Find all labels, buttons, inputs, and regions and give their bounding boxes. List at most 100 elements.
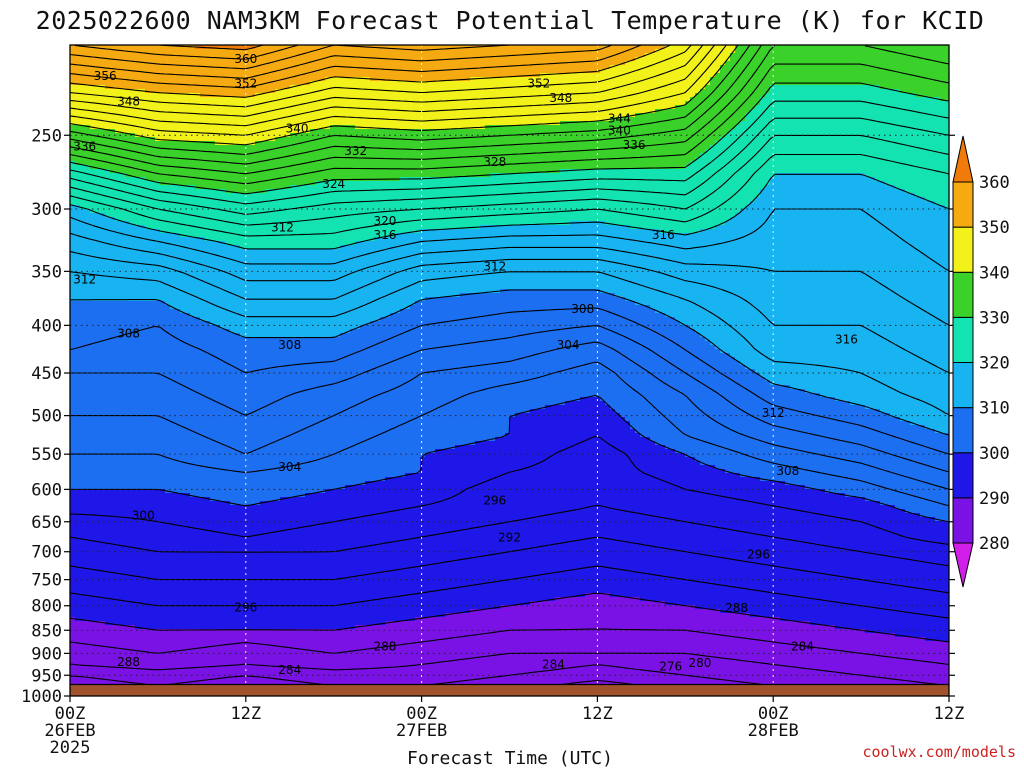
field-cell bbox=[445, 69, 451, 74]
field-cell bbox=[350, 97, 356, 102]
field-cell bbox=[665, 49, 671, 54]
field-cell bbox=[685, 53, 691, 58]
field-cell bbox=[335, 157, 341, 162]
field-cell bbox=[645, 77, 651, 82]
field-cell bbox=[400, 45, 406, 50]
field-cell bbox=[545, 125, 551, 130]
field-cell bbox=[600, 113, 606, 118]
field-cell bbox=[930, 49, 936, 54]
field-cell bbox=[665, 73, 671, 78]
field-cell bbox=[510, 137, 516, 142]
field-cell bbox=[900, 97, 906, 102]
field-cell bbox=[580, 89, 586, 94]
field-cell bbox=[885, 129, 891, 134]
field-cell bbox=[440, 73, 446, 78]
field-cell bbox=[170, 133, 176, 138]
field-cell bbox=[435, 141, 441, 146]
field-cell bbox=[600, 65, 606, 70]
field-cell bbox=[710, 121, 716, 126]
field-cell bbox=[315, 105, 321, 110]
field-cell bbox=[120, 153, 126, 158]
field-cell bbox=[780, 45, 786, 50]
field-cell bbox=[125, 133, 131, 138]
field-cell bbox=[830, 53, 836, 58]
field-cell bbox=[105, 97, 111, 102]
field-cell bbox=[615, 153, 621, 158]
field-cell bbox=[185, 49, 191, 54]
field-cell bbox=[135, 125, 141, 130]
field-cell bbox=[190, 81, 196, 86]
field-cell bbox=[830, 65, 836, 70]
field-cell bbox=[610, 81, 616, 86]
field-cell bbox=[130, 101, 136, 106]
field-cell bbox=[305, 85, 311, 90]
field-cell bbox=[780, 129, 786, 134]
field-cell bbox=[105, 73, 111, 78]
field-cell bbox=[925, 149, 931, 154]
field-cell bbox=[300, 93, 306, 98]
field-cell bbox=[750, 53, 756, 58]
field-cell bbox=[835, 121, 841, 126]
field-cell bbox=[740, 141, 746, 146]
field-cell bbox=[490, 69, 496, 74]
field-cell bbox=[495, 93, 501, 98]
field-cell bbox=[570, 141, 576, 146]
field-cell bbox=[255, 101, 261, 106]
field-cell bbox=[275, 65, 281, 70]
field-cell bbox=[145, 45, 151, 50]
field-cell bbox=[565, 69, 571, 74]
field-cell bbox=[150, 73, 156, 78]
field-cell bbox=[900, 69, 906, 74]
field-cell bbox=[825, 125, 831, 130]
field-cell bbox=[535, 57, 541, 62]
field-cell bbox=[675, 105, 681, 110]
field-cell bbox=[535, 85, 541, 90]
field-cell bbox=[85, 125, 91, 130]
field-cell bbox=[205, 97, 211, 102]
field-cell bbox=[245, 105, 251, 110]
field-cell bbox=[205, 117, 211, 122]
field-cell bbox=[235, 157, 241, 162]
field-cell bbox=[410, 97, 416, 102]
field-cell bbox=[220, 97, 226, 102]
field-cell bbox=[475, 81, 481, 86]
field-cell bbox=[470, 141, 476, 146]
field-cell bbox=[210, 109, 216, 114]
field-cell bbox=[565, 113, 571, 118]
field-cell bbox=[85, 117, 91, 122]
field-cell bbox=[505, 49, 511, 54]
field-cell bbox=[225, 97, 231, 102]
field-cell bbox=[200, 125, 206, 130]
field-cell bbox=[160, 153, 166, 158]
field-cell bbox=[470, 105, 476, 110]
field-cell bbox=[545, 105, 551, 110]
field-cell bbox=[620, 45, 626, 50]
field-cell bbox=[625, 113, 631, 118]
field-cell bbox=[935, 57, 941, 62]
field-cell bbox=[865, 81, 871, 86]
field-cell bbox=[770, 57, 776, 62]
field-cell bbox=[825, 49, 831, 54]
field-cell bbox=[745, 97, 751, 102]
field-cell bbox=[525, 129, 531, 134]
field-cell bbox=[225, 157, 231, 162]
field-cell bbox=[665, 113, 671, 118]
field-cell bbox=[205, 53, 211, 58]
field-cell bbox=[310, 89, 316, 94]
field-cell bbox=[270, 61, 276, 66]
field-cell bbox=[280, 45, 286, 50]
field-cell bbox=[90, 77, 96, 82]
field-cell bbox=[900, 45, 906, 50]
field-cell bbox=[80, 101, 86, 106]
field-cell bbox=[350, 57, 356, 62]
field-cell bbox=[250, 153, 256, 158]
field-cell bbox=[520, 45, 526, 50]
field-cell bbox=[610, 133, 616, 138]
field-cell bbox=[425, 145, 431, 150]
field-cell bbox=[840, 121, 846, 126]
field-cell bbox=[315, 57, 321, 62]
field-cell bbox=[375, 81, 381, 86]
field-cell bbox=[595, 129, 601, 134]
field-cell bbox=[245, 129, 251, 134]
field-cell bbox=[455, 141, 461, 146]
